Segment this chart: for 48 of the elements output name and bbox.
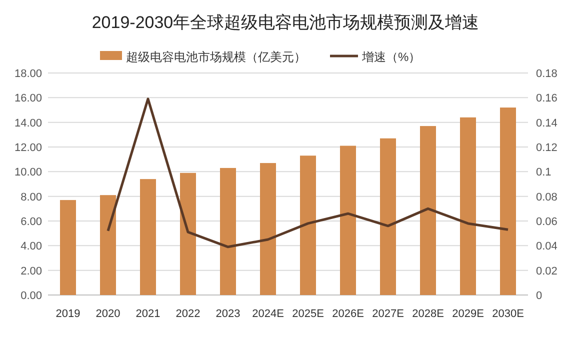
bar [140,179,156,295]
x-tick-label: 2028E [412,308,444,320]
y-tick-label: 18.00 [14,68,42,80]
y-tick-label: 10.00 [14,166,42,179]
y2-tick-label: 0.12 [536,142,558,154]
bar [220,168,236,295]
line-series [106,98,510,248]
x-tick-label: 2030E [492,308,524,320]
chart-title: 2019-2030年全球超级电容电池市场规模预测及增速 [92,13,480,32]
x-tick-label: 2022 [176,308,200,320]
bar [340,146,356,295]
x-tick-label: 2027E [372,308,404,320]
y2-tick-label: 0.14 [536,117,558,130]
y-tick-label: 2.00 [20,265,42,278]
y2-tick-label: 0.08 [536,191,558,204]
x-tick-label: 2023 [216,308,240,320]
x-tick-label: 2026E [332,308,364,320]
y-tick-label: 0.00 [20,290,42,302]
y-tick-label: 8.00 [20,191,42,204]
legend-label: 增速（%） [361,50,421,64]
bar [300,156,316,295]
legend-label: 超级电容电池市场规模（亿美元） [126,50,306,64]
bar [60,200,76,295]
y-tick-label: 6.00 [20,216,42,228]
bar [100,195,116,295]
x-tick-label: 2029E [452,308,484,320]
bar [380,138,396,295]
bar [180,172,196,295]
bar [260,163,276,295]
x-tick-label: 2021 [136,308,160,320]
y2-tick-label: 0.04 [536,240,558,253]
y-tick-label: 12.00 [14,142,42,154]
y2-tick-label: 0.02 [536,265,558,278]
y2-tick-label: 0.06 [536,216,558,228]
bar [460,117,476,295]
y2-tick-label: 0.18 [536,68,558,80]
y2-tick-label: 0.1 [536,166,552,179]
bar [420,126,436,295]
x-tick-label: 2020 [96,308,120,320]
y-tick-label: 14.00 [14,117,42,130]
x-tick-label: 2025E [292,308,324,320]
y-tick-label: 4.00 [20,240,42,253]
y2-tick-label: 0.16 [536,92,558,105]
y-tick-label: 16.00 [14,92,42,105]
bar [500,108,516,295]
x-tick-label: 2019 [56,308,80,320]
y2-tick-label: 0 [536,290,542,302]
x-tick-label: 2024E [252,308,284,320]
